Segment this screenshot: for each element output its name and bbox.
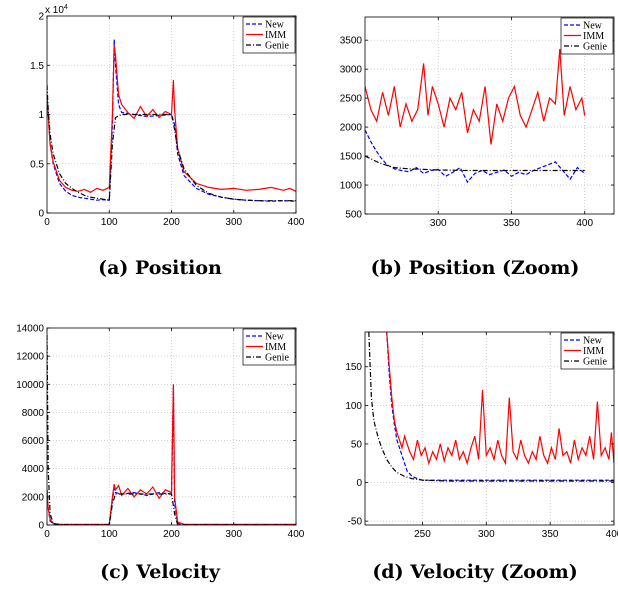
legend-label-new: New xyxy=(265,332,285,343)
y-tick-label: 1000 xyxy=(340,181,363,192)
y-tick-label: 0.5 xyxy=(30,159,44,170)
y-tick-label: 8000 xyxy=(22,408,45,419)
y-tick-label: 2 xyxy=(38,12,44,23)
axes-box xyxy=(364,16,615,215)
series-line-imm xyxy=(386,332,614,466)
y-tick-label: 14000 xyxy=(16,324,44,335)
axes-box xyxy=(364,331,615,526)
series-line-new xyxy=(386,332,614,481)
legend-label-genie: Genie xyxy=(583,42,607,53)
panel-caption: (b) Position (Zoom) xyxy=(371,257,580,279)
legend-label-imm: IMM xyxy=(583,31,604,42)
y-tick-label: 1500 xyxy=(340,152,363,163)
x-tick-label: 200 xyxy=(163,529,180,540)
series-line-genie xyxy=(47,334,296,525)
panel-caption: (d) Velocity (Zoom) xyxy=(372,561,577,583)
series-line-new xyxy=(47,39,296,202)
x-tick-label: 300 xyxy=(478,529,495,540)
y-tick-label: 0 xyxy=(38,521,44,532)
legend-label-genie: Genie xyxy=(265,353,289,364)
panel-caption: (c) Velocity xyxy=(100,561,221,583)
chart-panel-3: 0 100 200 300 400020004000600080001000012000… xyxy=(16,324,305,584)
x-tick-label: 250 xyxy=(414,529,431,540)
x-tick-label: 300 xyxy=(430,218,447,229)
y-tick-label: 0 xyxy=(38,209,44,220)
legend-label-new: New xyxy=(265,20,285,31)
x-tick-label: 0 xyxy=(44,217,50,228)
series-line-imm xyxy=(47,384,296,525)
x-tick-label: 200 xyxy=(163,217,180,228)
series-line-genie xyxy=(368,332,614,482)
y-tick-label: 4000 xyxy=(22,464,45,475)
panel-caption: (a) Position xyxy=(98,257,222,279)
y-tick-label: 100 xyxy=(345,401,362,412)
y-exponent-label: x 104 xyxy=(45,4,68,16)
x-tick-label: 400 xyxy=(288,529,305,540)
legend-label-new: New xyxy=(583,336,603,347)
chart-panel-2: 300 350 400 500 1000 1500 2000 2500 3000 3500 NewI… xyxy=(340,16,615,279)
x-tick-label: 300 xyxy=(225,529,242,540)
series-line-new xyxy=(47,387,296,525)
series-line-imm xyxy=(365,48,586,145)
series-line-new xyxy=(365,129,586,184)
y-tick-label: 2000 xyxy=(340,123,363,134)
legend-label-new: New xyxy=(583,21,603,32)
legend-label-genie: Genie xyxy=(265,41,289,52)
y-tick-label: 2000 xyxy=(22,492,45,503)
x-tick-label: 400 xyxy=(288,217,305,228)
y-tick-label: 150 xyxy=(345,362,362,373)
y-tick-label: 1 xyxy=(38,110,44,121)
y-tick-label: 0 xyxy=(356,478,362,489)
y-tick-label: 500 xyxy=(345,210,362,221)
y-tick-label: 10000 xyxy=(16,380,44,391)
y-tick-label: 6000 xyxy=(22,436,45,447)
x-tick-label: 0 xyxy=(44,529,50,540)
x-tick-label: 100 xyxy=(101,529,118,540)
y-tick-label: 3000 xyxy=(340,65,363,76)
x-tick-label: 400 xyxy=(576,218,593,229)
legend-label-imm: IMM xyxy=(265,30,286,41)
y-tick-label: 2500 xyxy=(340,94,363,105)
y-tick-label: 1.5 xyxy=(30,61,44,72)
series-line-genie xyxy=(365,155,585,172)
legend-label-imm: IMM xyxy=(265,342,286,353)
y-tick-label: 12000 xyxy=(16,352,44,363)
y-tick-label: 50 xyxy=(351,439,363,450)
x-tick-label: 300 xyxy=(225,217,242,228)
legend-label-genie: Genie xyxy=(583,357,607,368)
x-tick-label: 400 xyxy=(606,529,618,540)
x-tick-label: 350 xyxy=(542,529,559,540)
x-tick-label: 100 xyxy=(101,217,118,228)
legend-label-imm: IMM xyxy=(583,346,604,357)
y-tick-label: -50 xyxy=(348,517,363,528)
y-tick-label: 3500 xyxy=(340,36,363,47)
x-tick-label: 350 xyxy=(503,218,520,229)
